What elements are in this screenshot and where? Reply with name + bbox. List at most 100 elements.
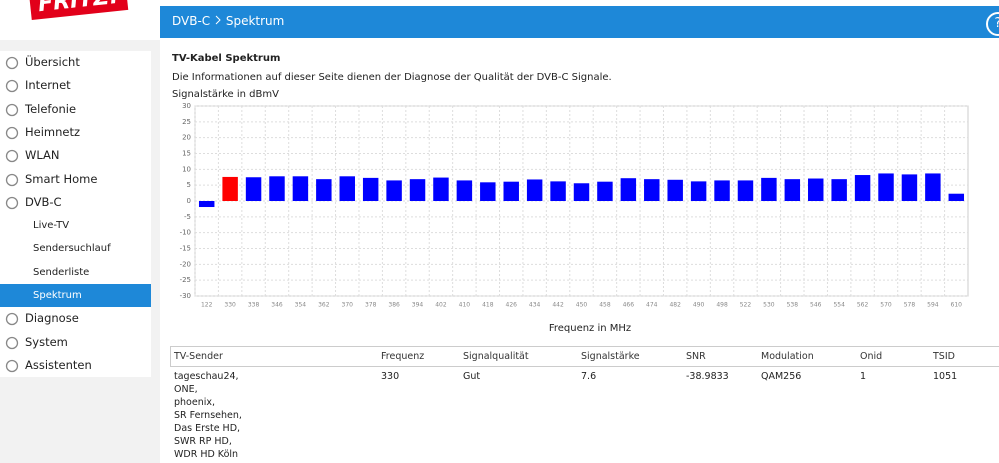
nav-label: Spektrum	[33, 290, 82, 301]
help-button[interactable]: ?	[986, 12, 999, 36]
channel-name: ONE,	[174, 384, 198, 395]
nav-label: Telefonie	[25, 101, 77, 116]
nav-item[interactable]: Heimnetz	[0, 121, 151, 144]
description: Die Informationen auf dieser Seite diene…	[172, 72, 612, 83]
chevron	[215, 15, 221, 25]
icon-shape	[5, 126, 19, 140]
x-tick-label: 450	[576, 302, 588, 309]
nav-label: System	[25, 334, 68, 349]
nav-item[interactable]: Spektrum	[0, 284, 151, 307]
nav-item[interactable]: Assistenten	[0, 354, 151, 377]
chart: Frequenz in MHz 30 25 20 15 10 5 0 -5 -10 -15 -20 -…	[180, 102, 969, 334]
channel-name: tageschau24,	[174, 371, 239, 382]
nav-item[interactable]: Übersicht	[0, 51, 151, 74]
nav-item[interactable]: DVB-C	[0, 191, 151, 214]
nav-item[interactable]: Senderliste	[0, 261, 151, 284]
x-tick-label: 354	[295, 302, 307, 309]
bar	[222, 176, 238, 201]
icon-shape	[5, 150, 19, 163]
nav-item[interactable]: Sendersuchlauf	[0, 237, 151, 260]
logo[interactable]: FRITZ!	[28, 0, 129, 20]
bar	[362, 177, 379, 201]
y-tick-label: -20	[180, 260, 191, 268]
icon-shape	[5, 313, 19, 326]
bar	[433, 177, 449, 201]
nav-item[interactable]: Internet	[0, 74, 151, 97]
nav-label: Live-TV	[33, 220, 70, 232]
x-tick-label: 594	[927, 302, 939, 309]
bar	[831, 179, 847, 201]
bar	[386, 180, 402, 201]
bar	[667, 179, 683, 201]
y-tick-label: -5	[184, 213, 191, 221]
nav-icon	[5, 80, 19, 93]
y-tick-label: 10	[182, 165, 191, 173]
x-tick-label: 570	[880, 302, 892, 309]
x-tick-label: 122	[201, 302, 213, 309]
x-tick-label: 490	[693, 302, 705, 309]
bar	[269, 176, 285, 201]
nav-item[interactable]: Telefonie	[0, 98, 151, 121]
cell: Gut	[463, 371, 481, 382]
nav-label: WLAN	[25, 148, 60, 163]
y-tick-label: -10	[180, 229, 191, 237]
bar	[714, 180, 730, 201]
bar	[925, 173, 941, 201]
x-tick-label: 386	[388, 302, 400, 309]
breadcrumb-item[interactable]: DVB-C	[172, 14, 211, 28]
x-axis-title: Frequenz in MHz	[549, 323, 631, 334]
x-tick-label: 554	[833, 302, 845, 309]
nav-icon	[5, 56, 19, 70]
x-tick-label: 578	[904, 302, 916, 309]
nav-icon	[5, 313, 19, 326]
content-title: TV-Kabel Spektrum	[172, 53, 281, 64]
column-header: Modulation	[761, 351, 814, 362]
bar	[550, 181, 566, 201]
column-header: Signalqualität	[463, 351, 529, 362]
nav-item[interactable]: WLAN	[0, 144, 151, 167]
column-header: TSID	[933, 351, 955, 362]
x-tick-label: 610	[951, 302, 963, 309]
x-tick-label: 538	[787, 302, 799, 309]
nav-item[interactable]: Live-TV	[0, 214, 151, 237]
nav-label: Internet	[25, 78, 71, 93]
bar	[737, 180, 754, 201]
cell: 1	[860, 371, 867, 382]
bar	[644, 179, 660, 201]
y-tick-label: 15	[182, 150, 191, 158]
cell: QAM256	[761, 371, 802, 382]
x-tick-label: 522	[740, 302, 752, 309]
y-tick-label: -30	[180, 292, 191, 300]
icon-shape	[5, 336, 19, 349]
bar	[456, 180, 473, 201]
bar	[878, 173, 894, 201]
x-tick-label: 394	[412, 302, 424, 309]
column-header: Onid	[860, 351, 883, 362]
bar	[808, 178, 824, 201]
x-tick-label: 402	[435, 302, 447, 309]
x-tick-label: 458	[599, 302, 611, 309]
cell: 1051	[933, 371, 958, 382]
nav-item[interactable]: Diagnose	[0, 307, 151, 330]
channel-name: SR Fernsehen,	[174, 410, 242, 421]
column-header: Frequenz	[381, 351, 425, 362]
bar	[690, 181, 707, 201]
bar	[316, 179, 332, 201]
nav-label: DVB-C	[25, 194, 62, 209]
bar	[503, 181, 519, 201]
nav-item[interactable]: System	[0, 331, 151, 354]
cell: 7.6	[581, 371, 597, 382]
nav-icon	[5, 196, 19, 209]
header-band	[160, 6, 999, 38]
column-header: SNR	[686, 351, 706, 362]
icon-shape	[5, 173, 19, 186]
nav-label: Smart Home	[25, 171, 98, 186]
x-tick-label: 530	[763, 302, 775, 309]
x-tick-label: 338	[248, 302, 260, 309]
nav-icon	[5, 173, 19, 186]
nav-item[interactable]: Smart Home	[0, 168, 151, 191]
nav-label: Heimnetz	[25, 124, 81, 139]
nav-label: Sendersuchlauf	[33, 243, 111, 255]
bar	[784, 179, 801, 201]
